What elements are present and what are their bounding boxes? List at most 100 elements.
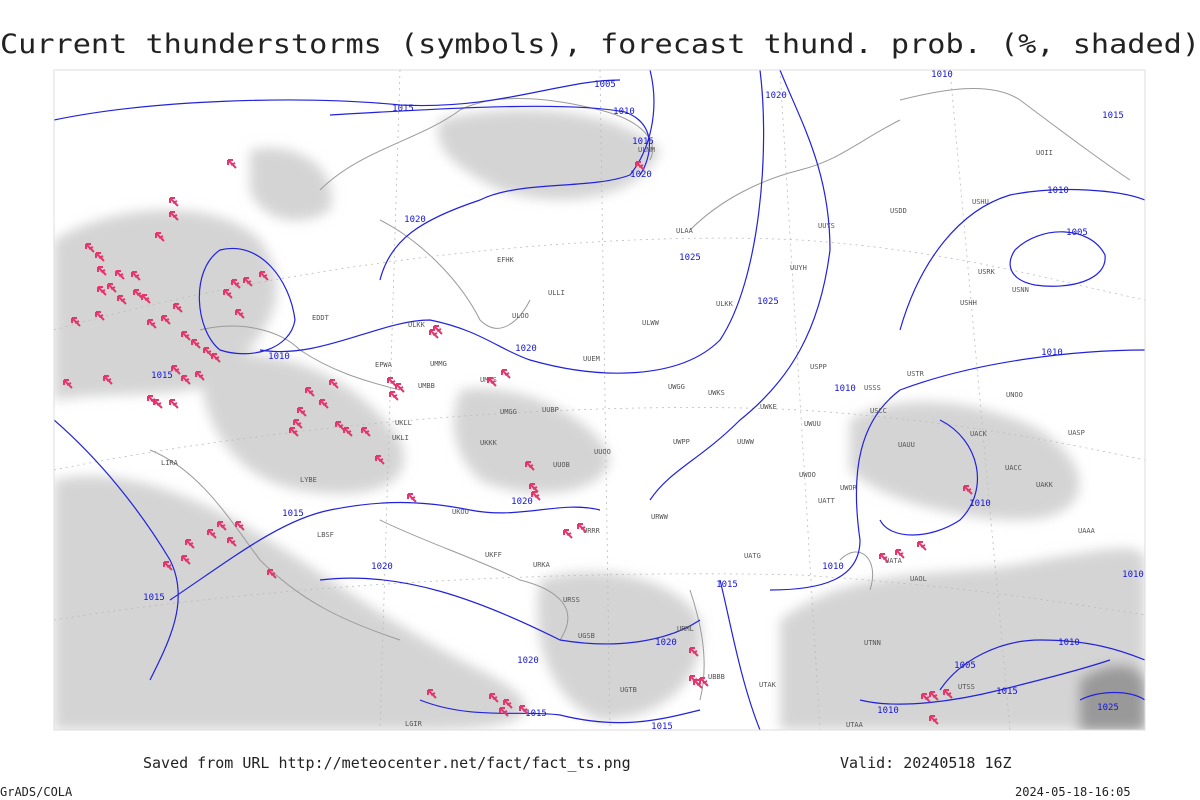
- thunderstorm-symbol: [231, 279, 241, 289]
- isobar-label: 1010: [613, 107, 635, 117]
- isobars: [54, 70, 1145, 730]
- thunderstorm-symbol: [920, 732, 928, 740]
- station-label: USRK: [978, 268, 996, 276]
- station-label: URWW: [651, 513, 669, 521]
- station-label: UWUU: [804, 420, 821, 428]
- thunderstorm-symbol: [95, 252, 105, 262]
- station-label: UBBB: [708, 673, 725, 681]
- thunderstorm-symbol: [171, 365, 181, 375]
- isobar-label: 1015: [632, 137, 654, 147]
- thunderstorm-symbol: [147, 319, 157, 329]
- isobar-label: 1020: [630, 170, 652, 180]
- software: GrADS/COLA: [0, 785, 73, 799]
- isobar-label: 1010: [1122, 570, 1144, 580]
- thunderstorm-symbol: [689, 647, 699, 657]
- thunderstorm-symbol: [577, 523, 587, 533]
- station-label: ULKK: [716, 300, 734, 308]
- thunderstorm-symbol: [387, 377, 397, 387]
- isobar-label: 1020: [765, 91, 787, 101]
- thunderstorm-symbol: [529, 483, 539, 493]
- station-label: LBSF: [317, 531, 334, 539]
- thunderstorm-symbol: [223, 289, 233, 299]
- thunderstorm-symbol: [917, 541, 927, 551]
- thunderstorm-symbol: [103, 375, 113, 385]
- station-label: UMMG: [430, 360, 447, 368]
- station-label: ULAA: [676, 227, 694, 235]
- thunderstorm-symbol: [211, 353, 221, 363]
- thunderstorm-symbol: [427, 689, 437, 699]
- station-label: UUWW: [737, 438, 755, 446]
- station-label: USHH: [960, 299, 977, 307]
- isobar-label: 1010: [268, 352, 290, 362]
- thunderstorm-symbol: [487, 377, 497, 387]
- isobar-label: 1015: [651, 722, 673, 732]
- thunderstorm-symbol: [95, 311, 105, 321]
- thunderstorm-symbol: [107, 283, 117, 293]
- isobar-labels: 1005 1010 1015 1010 1015 1015 1020 1020 1010 1020…: [143, 70, 1144, 732]
- thunderstorm-symbol: [153, 399, 163, 409]
- station-label: ULKK: [408, 321, 426, 329]
- map-frame: [53, 69, 1146, 731]
- thunderstorm-symbol: [531, 491, 541, 501]
- thunderstorm-symbol: [163, 561, 173, 571]
- station-label: UMBB: [418, 382, 435, 390]
- thunderstorm-symbol: [635, 161, 645, 171]
- station-label: UUEM: [583, 355, 600, 363]
- thunderstorm-symbol: [895, 549, 905, 559]
- thunderstorm-symbol: [97, 266, 107, 276]
- station-label: UNOO: [1006, 391, 1023, 399]
- isobar-label: 1020: [515, 344, 537, 354]
- thunderstorm-symbol: [319, 399, 329, 409]
- station-label: UTSS: [958, 683, 975, 691]
- station-label: UASP: [1068, 429, 1085, 437]
- thunderstorm-symbol: [227, 159, 237, 169]
- thunderstorm-symbol: [429, 329, 439, 339]
- thunderstorm-symbol: [489, 693, 499, 703]
- isobar-label: 1020: [371, 562, 393, 572]
- station-label: ULOO: [512, 312, 529, 320]
- station-label: UKOO: [452, 508, 469, 516]
- isobar-label: 1005: [954, 661, 976, 671]
- thunderstorm-symbol: [503, 699, 513, 709]
- thunderstorm-symbol: [293, 419, 303, 429]
- isobar-label: 1015: [282, 509, 304, 519]
- thunderstorm-symbol: [141, 294, 151, 304]
- isobar-label: 1020: [655, 638, 677, 648]
- thunderstorm-symbol: [267, 569, 277, 579]
- thunderstorm-symbol: [943, 689, 953, 699]
- thunderstorm-symbol: [395, 383, 405, 393]
- thunderstorm-symbol: [389, 391, 399, 401]
- isobar-label: 1010: [834, 384, 856, 394]
- station-label: UUYH: [790, 264, 807, 272]
- station-label: UUOB: [553, 461, 570, 469]
- station-label: UWOR: [840, 484, 858, 492]
- thunderstorm-symbol: [963, 485, 973, 495]
- station-label: ULWW: [642, 319, 660, 327]
- thunderstorm-symbol: [563, 529, 573, 539]
- station-label: UWKE: [760, 403, 777, 411]
- thunderstorm-symbol: [97, 286, 107, 296]
- station-label: LIRA: [161, 459, 179, 467]
- thunderstorm-symbol: [343, 427, 353, 437]
- thunderstorm-symbol: [235, 309, 245, 319]
- station-label: URSS: [563, 596, 580, 604]
- station-label: UAAA: [1078, 527, 1096, 535]
- isobar-label: 1015: [151, 371, 173, 381]
- probability-shading: [54, 110, 1145, 730]
- isobar-label: 1020: [517, 656, 539, 666]
- thunderstorm-symbol: [929, 715, 939, 725]
- station-label: UWKS: [708, 389, 725, 397]
- thunderstorm-symbol: [235, 521, 245, 531]
- isobar-label: 1015: [716, 580, 738, 590]
- thunderstorm-symbol: [243, 277, 253, 287]
- station-label: UKLI: [392, 434, 409, 442]
- station-label: UATT: [818, 497, 836, 505]
- station-label: USCC: [870, 407, 887, 415]
- thunderstorm-symbol: [85, 243, 95, 253]
- station-label: UATG: [744, 552, 761, 560]
- thunderstorm-symbol: [519, 705, 529, 715]
- thunderstorm-symbol: [499, 707, 509, 717]
- station-label: USSS: [864, 384, 881, 392]
- isobar-label: 1010: [1058, 638, 1080, 648]
- thunderstorm-symbols: [63, 159, 973, 740]
